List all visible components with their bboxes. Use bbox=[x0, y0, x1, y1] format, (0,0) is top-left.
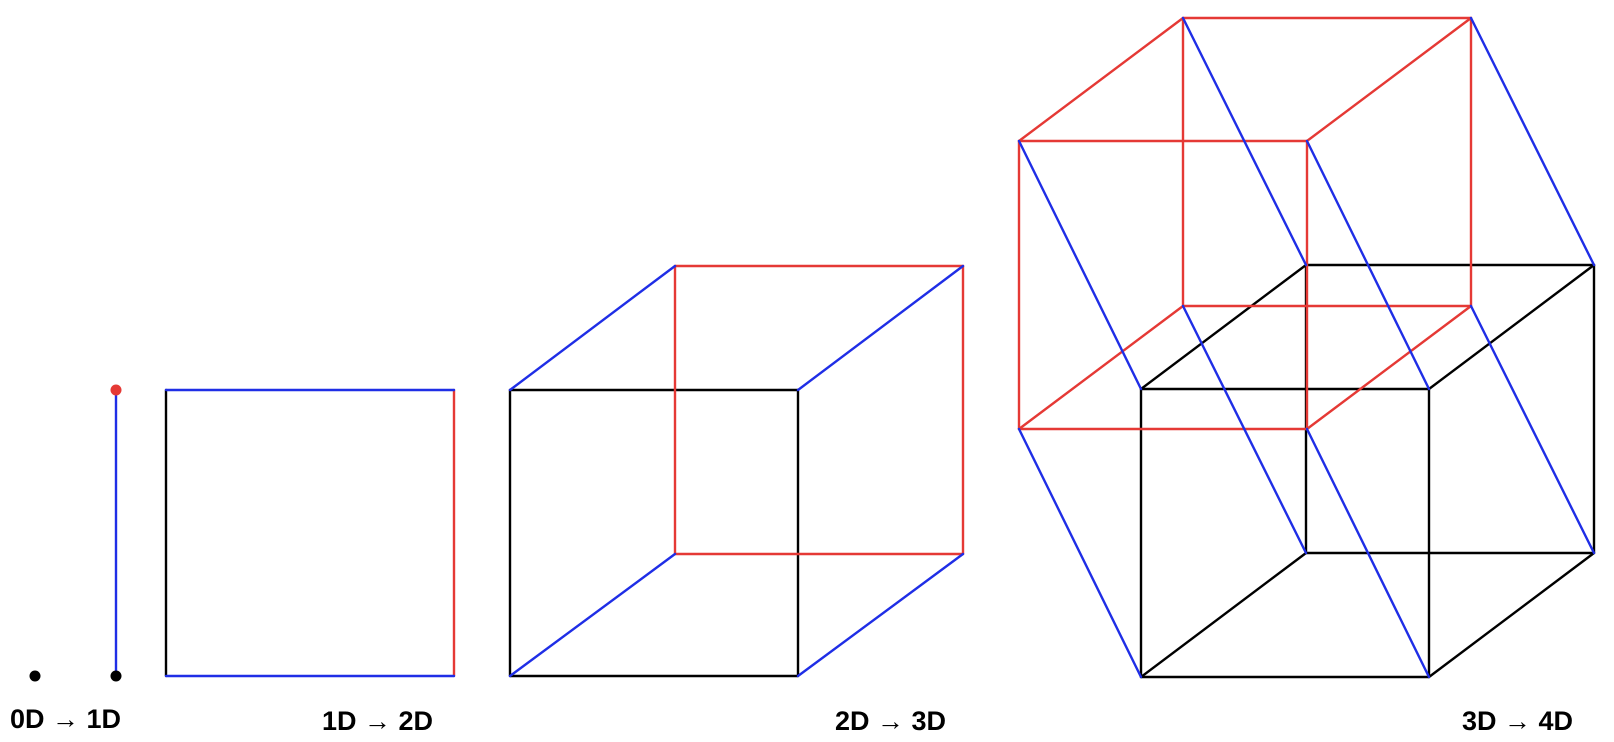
segment-end-vertex bbox=[110, 384, 122, 396]
diagram-vertices bbox=[29, 384, 122, 682]
tesseract-original-depth-tl bbox=[1139, 263, 1308, 391]
point-0d bbox=[29, 670, 41, 682]
tesseract-connector-back-tr bbox=[1469, 16, 1596, 267]
cube-connector-tr bbox=[796, 264, 965, 392]
tesseract-connector-front-tl bbox=[1017, 139, 1143, 391]
label-2d-to-3d: 2D → 3D bbox=[835, 706, 946, 736]
tesseract-connector-back-bl bbox=[1181, 304, 1308, 555]
tesseract-copy-depth-tr bbox=[1305, 16, 1473, 143]
tesseract-copy-depth-br bbox=[1305, 304, 1473, 431]
tesseract-connector-back-tl bbox=[1181, 16, 1308, 267]
label-0d-to-1d: 0D → 1D bbox=[10, 704, 121, 734]
segment-start-vertex bbox=[110, 670, 122, 682]
label-3d-to-4d: 3D → 4D bbox=[1462, 706, 1573, 736]
cube-connector-bl bbox=[508, 552, 677, 678]
tesseract-original-depth-br bbox=[1427, 551, 1596, 679]
diagram-edges bbox=[114, 16, 1596, 679]
tesseract-connector-front-bl bbox=[1017, 427, 1143, 679]
tesseract-copy-depth-tl bbox=[1017, 16, 1185, 143]
tesseract-original-depth-bl bbox=[1139, 551, 1308, 679]
tesseract-original-depth-tr bbox=[1427, 263, 1596, 391]
label-1d-to-2d: 1D → 2D bbox=[322, 706, 433, 736]
cube-connector-br bbox=[796, 552, 965, 678]
tesseract-connector-front-tr bbox=[1305, 139, 1431, 391]
cube-connector-tl bbox=[508, 264, 677, 392]
tesseract-connector-back-br bbox=[1469, 304, 1596, 555]
tesseract-connector-front-br bbox=[1305, 427, 1431, 679]
tesseract-copy-depth-bl bbox=[1017, 304, 1185, 431]
